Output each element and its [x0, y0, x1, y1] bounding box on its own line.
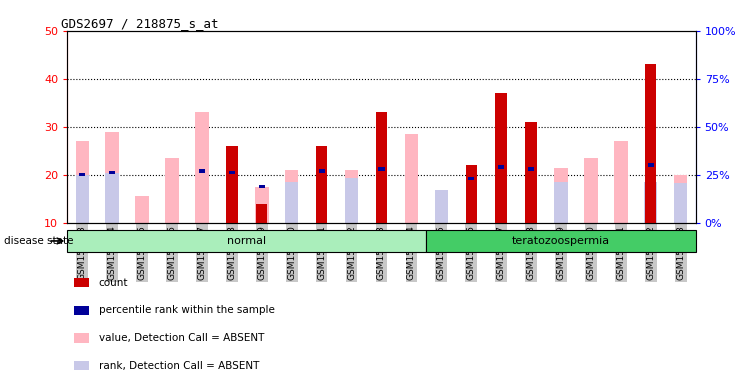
Bar	[516, 31, 546, 223]
Text: percentile rank within the sample: percentile rank within the sample	[99, 305, 275, 315]
Bar	[648, 164, 654, 167]
Bar	[645, 64, 657, 223]
Bar	[345, 170, 358, 223]
Bar	[465, 165, 477, 223]
Text: disease state: disease state	[4, 236, 73, 246]
Bar	[187, 31, 217, 223]
Bar	[195, 112, 209, 223]
Bar	[456, 31, 486, 223]
Bar	[199, 169, 205, 172]
Bar	[554, 167, 568, 223]
Text: normal: normal	[227, 236, 266, 246]
Bar	[256, 204, 268, 223]
Bar	[277, 31, 307, 223]
Bar	[426, 230, 696, 252]
Bar	[435, 190, 448, 223]
Text: rank, Detection Call = ABSENT: rank, Detection Call = ABSENT	[99, 361, 259, 371]
Bar	[584, 158, 598, 223]
Bar	[316, 146, 328, 223]
Bar	[157, 31, 187, 223]
Bar	[378, 167, 384, 170]
Bar	[229, 171, 235, 174]
Bar	[73, 361, 89, 370]
Bar	[127, 31, 157, 223]
Text: GDS2697 / 218875_s_at: GDS2697 / 218875_s_at	[61, 17, 218, 30]
Bar	[247, 31, 277, 223]
Bar	[644, 182, 657, 223]
Bar	[67, 230, 426, 252]
Bar	[307, 31, 337, 223]
Bar	[636, 31, 666, 223]
Bar	[285, 170, 298, 223]
Bar	[73, 306, 89, 315]
Bar	[606, 31, 636, 223]
Bar	[109, 171, 115, 174]
Bar	[396, 31, 426, 223]
Bar	[405, 134, 418, 223]
Bar	[165, 158, 179, 223]
Bar	[105, 131, 119, 223]
Bar	[217, 31, 247, 223]
Bar	[135, 196, 149, 223]
Bar	[259, 185, 265, 188]
Bar	[666, 31, 696, 223]
Bar	[498, 166, 504, 169]
Bar	[367, 31, 396, 223]
Bar	[576, 31, 606, 223]
Bar	[614, 141, 628, 223]
Bar	[525, 122, 537, 223]
Bar	[319, 169, 325, 172]
Bar	[674, 184, 687, 223]
Bar	[67, 31, 97, 223]
Bar	[76, 175, 89, 223]
Bar	[435, 218, 448, 223]
Text: value, Detection Call = ABSENT: value, Detection Call = ABSENT	[99, 333, 264, 343]
Bar	[73, 333, 89, 343]
Bar	[528, 167, 534, 170]
Bar	[337, 31, 367, 223]
Bar	[105, 173, 119, 223]
Bar	[375, 112, 387, 223]
Bar	[426, 31, 456, 223]
Bar	[226, 146, 238, 223]
Bar	[345, 178, 358, 223]
Text: count: count	[99, 278, 128, 288]
Bar	[285, 182, 298, 223]
Bar	[97, 31, 127, 223]
Text: teratozoospermia: teratozoospermia	[512, 236, 610, 246]
Bar	[76, 141, 89, 223]
Bar	[79, 173, 85, 176]
Bar	[546, 31, 576, 223]
Bar	[554, 182, 568, 223]
Bar	[468, 177, 474, 180]
Bar	[255, 187, 269, 223]
Bar	[495, 93, 507, 223]
Bar	[73, 278, 89, 287]
Bar	[674, 175, 687, 223]
Bar	[486, 31, 516, 223]
